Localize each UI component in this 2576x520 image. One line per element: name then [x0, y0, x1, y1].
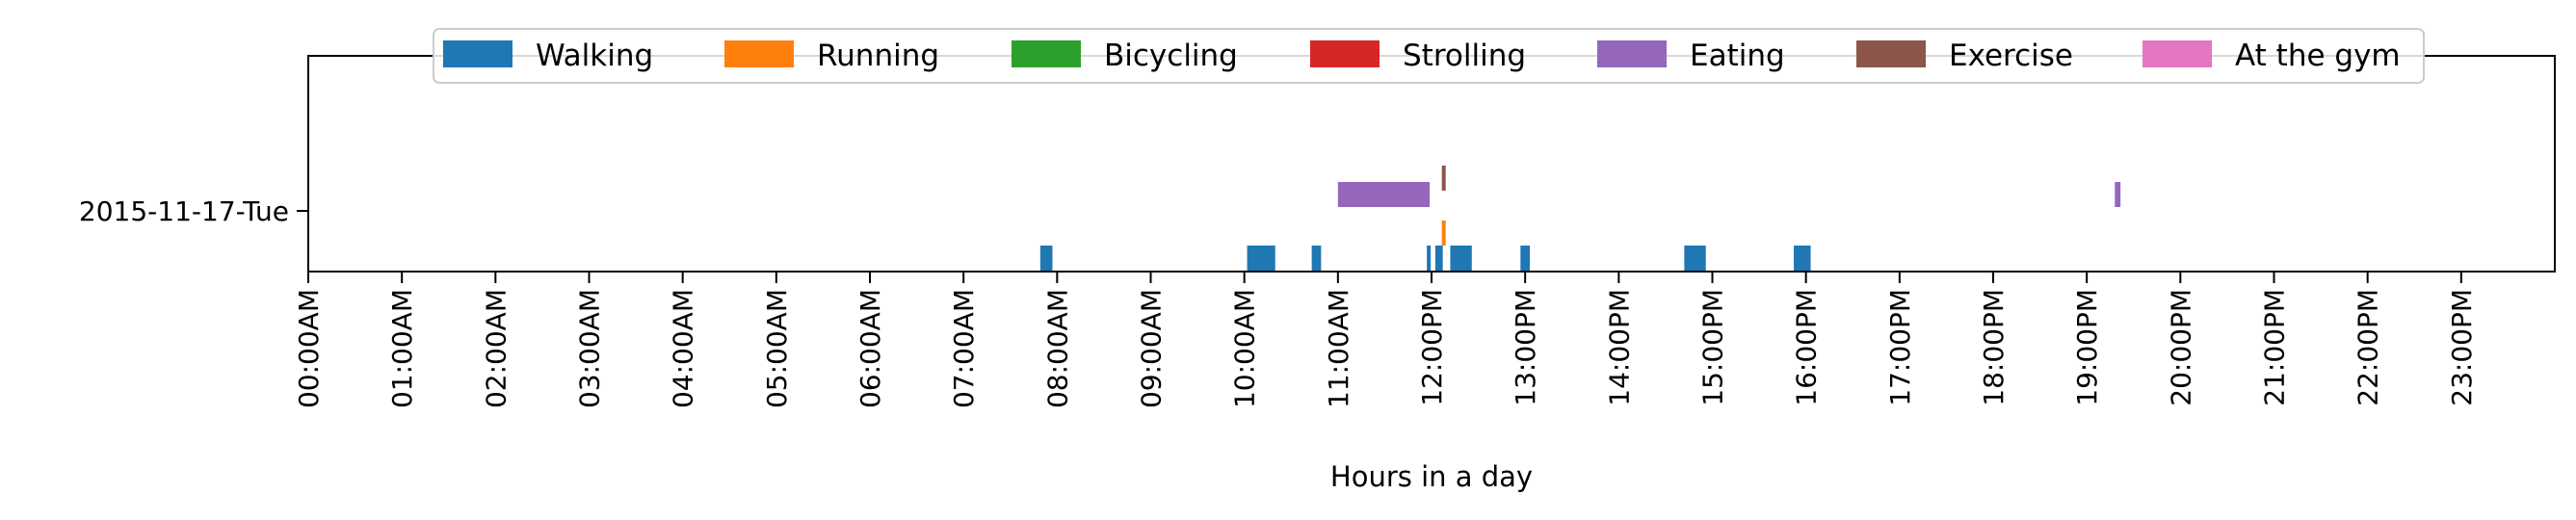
- x-axis: 00:00AM 01:00AM 02:00AM 03:00AM 04:00AM 05:00…: [293, 272, 2478, 408]
- legend-box: [433, 28, 2425, 84]
- y-axis: 2015-11-17-Tue: [79, 195, 308, 227]
- bar-walking-1: [1247, 246, 1275, 271]
- activity-bars: [1039, 166, 2121, 271]
- legend-swatch-walking: [443, 40, 513, 67]
- x-tick-label-2: 02:00AM: [480, 289, 512, 408]
- legend-swatch-eating: [1597, 40, 1667, 67]
- x-tick-label-5: 05:00AM: [761, 289, 793, 408]
- bar-running-0: [1441, 221, 1446, 246]
- legend-label-strolling: Strolling: [1403, 39, 1526, 73]
- x-tick-label-10: 10:00AM: [1229, 289, 1261, 408]
- bar-walking-2: [1311, 246, 1322, 271]
- bar-walking-0: [1039, 246, 1053, 271]
- legend-label-exercise: Exercise: [1949, 39, 2073, 73]
- legend-swatch-at-the-gym: [2142, 40, 2212, 67]
- bar-walking-4: [1434, 246, 1443, 271]
- bar-walking-7: [1684, 246, 1706, 271]
- x-tick-label-15: 15:00PM: [1697, 289, 1729, 406]
- x-tick-label-22: 22:00PM: [2353, 289, 2384, 406]
- x-tick-label-7: 07:00AM: [948, 289, 980, 408]
- y-tick-label-0: 2015-11-17-Tue: [79, 195, 289, 227]
- legend-label-bicycling: Bicycling: [1104, 39, 1238, 73]
- x-tick-label-21: 21:00PM: [2259, 289, 2291, 406]
- x-tick-label-17: 17:00PM: [1884, 289, 1916, 406]
- x-tick-label-16: 16:00PM: [1791, 289, 1823, 406]
- x-tick-label-23: 23:00PM: [2446, 289, 2478, 406]
- x-axis-label: Hours in a day: [1330, 460, 1533, 493]
- legend-label-at-the-gym: At the gym: [2235, 39, 2401, 73]
- x-tick-label-9: 09:00AM: [1136, 289, 1168, 408]
- legend-swatch-running: [724, 40, 794, 67]
- x-tick-label-19: 19:00PM: [2071, 289, 2103, 406]
- bar-eating-0: [1337, 182, 1431, 207]
- x-tick-label-6: 06:00AM: [854, 289, 886, 408]
- legend: Walking Running Bicycling Strolling Eating Ex…: [433, 28, 2425, 84]
- x-tick-label-11: 11:00AM: [1323, 289, 1354, 408]
- legend-label-eating: Eating: [1690, 39, 1785, 73]
- bar-eating-1: [2115, 182, 2121, 207]
- x-tick-label-1: 01:00AM: [386, 289, 418, 408]
- legend-label-walking: Walking: [536, 39, 653, 73]
- bar-walking-8: [1794, 246, 1811, 271]
- x-tick-label-4: 04:00AM: [668, 289, 699, 408]
- bar-walking-3: [1427, 246, 1432, 271]
- bar-walking-5: [1450, 246, 1472, 271]
- x-tick-label-0: 00:00AM: [293, 289, 325, 408]
- legend-swatch-bicycling: [1012, 40, 1081, 67]
- plot-frame: [307, 55, 2556, 273]
- x-tick-label-12: 12:00PM: [1416, 289, 1448, 406]
- legend-swatch-exercise: [1856, 40, 1926, 67]
- bar-walking-6: [1520, 246, 1531, 271]
- x-tick-label-20: 20:00PM: [2165, 289, 2196, 406]
- x-tick-label-18: 18:00PM: [1978, 289, 2010, 406]
- legend-swatch-strolling: [1310, 40, 1380, 67]
- bar-exercise-0: [1441, 166, 1446, 191]
- x-tick-label-14: 14:00PM: [1603, 289, 1635, 406]
- x-tick-label-8: 08:00AM: [1041, 289, 1073, 408]
- legend-label-running: Running: [817, 39, 939, 73]
- x-tick-label-13: 13:00PM: [1510, 289, 1541, 406]
- x-tick-label-3: 03:00AM: [574, 289, 606, 408]
